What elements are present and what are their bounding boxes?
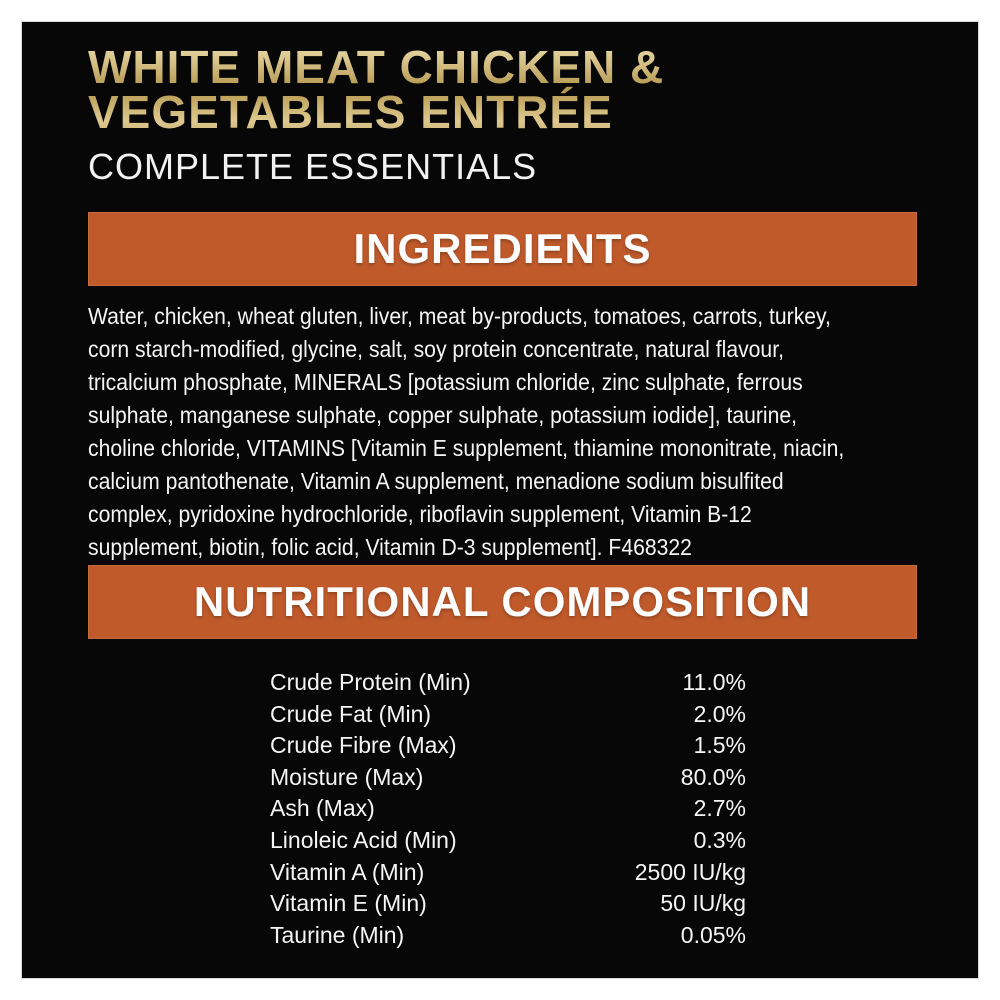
nutrient-name: Crude Fibre (Max): [270, 732, 457, 759]
nutrient-value: 1.5%: [693, 732, 746, 759]
nutrition-table: Crude Protein (Min) 11.0% Crude Fat (Min…: [270, 667, 746, 951]
nutrient-value: 2.0%: [693, 700, 746, 727]
nutrient-name: Crude Protein (Min): [270, 669, 471, 695]
nutrient-name: Vitamin A (Min): [270, 858, 425, 885]
nutrient-value: 0.3%: [693, 826, 746, 853]
product-title-line1: WHITE MEAT CHICKEN &: [88, 41, 665, 93]
nutrient-value: 2500 IU/kg: [634, 858, 746, 885]
ingredients-heading: INGREDIENTS: [353, 225, 652, 272]
nutrient-value: 50 IU/kg: [660, 890, 746, 917]
nutritional-composition-banner: NUTRITIONAL COMPOSITION: [88, 565, 917, 639]
nutrient-value: 0.05%: [680, 921, 746, 948]
product-title: WHITE MEAT CHICKEN & VEGETABLES ENTRÉE: [88, 45, 664, 135]
nutrition-row: Crude Protein (Min) 11.0%: [270, 667, 746, 699]
nutrient-name: Moisture (Max): [270, 763, 424, 790]
label-panel: WHITE MEAT CHICKEN & VEGETABLES ENTRÉE C…: [22, 22, 978, 978]
nutrient-name: Taurine (Min): [270, 921, 405, 948]
nutritional-composition-heading: NUTRITIONAL COMPOSITION: [193, 578, 812, 625]
nutrition-row: Linoleic Acid (Min) 0.3%: [270, 825, 746, 857]
ingredients-banner: INGREDIENTS: [88, 212, 917, 286]
nutrition-row: Moisture (Max) 80.0%: [270, 762, 746, 794]
nutrient-value: 11.0%: [682, 669, 746, 695]
nutrient-name: Ash (Max): [270, 795, 375, 822]
nutrient-name: Vitamin E (Min): [270, 890, 427, 917]
product-title-line2: VEGETABLES ENTRÉE: [88, 86, 613, 138]
nutrition-row: Vitamin A (Min) 2500 IU/kg: [270, 857, 746, 889]
nutrition-row: Vitamin E (Min) 50 IU/kg: [270, 888, 746, 920]
nutrition-row: Crude Fat (Min) 2.0%: [270, 699, 746, 731]
nutrient-name: Crude Fat (Min): [270, 700, 432, 727]
product-subtitle: COMPLETE ESSENTIALS: [88, 146, 538, 187]
ingredients-list: Water, chicken, wheat gluten, liver, mea…: [88, 303, 845, 560]
nutrient-value: 80.0%: [680, 763, 746, 790]
nutrient-name: Linoleic Acid (Min): [270, 826, 457, 853]
nutrient-value: 2.7%: [693, 795, 746, 822]
nutrition-row: Crude Fibre (Max) 1.5%: [270, 730, 746, 762]
nutrition-row: Taurine (Min) 0.05%: [270, 920, 746, 952]
nutrition-row: Ash (Max) 2.7%: [270, 793, 746, 825]
